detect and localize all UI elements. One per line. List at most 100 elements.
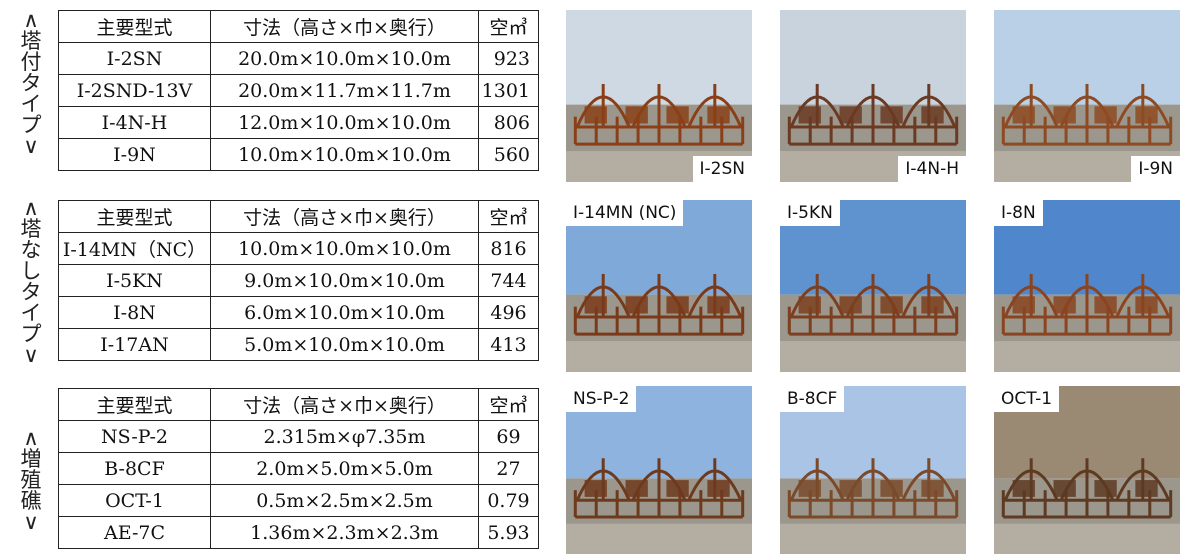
photo-label: I-14MN (NC) <box>566 200 684 226</box>
cell-dims: 5.0m×10.0m×10.0m <box>210 328 479 361</box>
cell-model: I-4N-H <box>58 106 211 139</box>
cell-model: I-5KN <box>58 264 211 297</box>
cell-model: I-14MN（NC） <box>58 232 211 265</box>
header-model: 主要型式 <box>58 10 211 43</box>
side-char: 付 <box>20 50 42 74</box>
table-row: I-2SND-13V 20.0m×11.7m×11.7m 1301 <box>58 74 539 107</box>
header-volume: 空㎥ <box>478 388 539 421</box>
spec-table: 主要型式 寸法（高さ×巾×奥行） 空㎥ NS-P-2 2.315m×φ7.35m… <box>58 388 539 549</box>
cell-model: I-17AN <box>58 328 211 361</box>
photo-reef: I-9N <box>994 10 1180 182</box>
cell-dims: 2.315m×φ7.35m <box>210 420 479 453</box>
cell-model: I-2SN <box>58 42 211 75</box>
reef-structure-image <box>566 10 752 182</box>
table-row: I-9N 10.0m×10.0m×10.0m 560 <box>58 138 539 171</box>
side-char: し <box>20 259 42 283</box>
reef-structure-image <box>780 200 966 372</box>
table-row: I-5KN 9.0m×10.0m×10.0m 744 <box>58 264 539 297</box>
side-char: 増 <box>20 447 42 471</box>
side-char: ∨ <box>23 343 39 367</box>
cell-dims: 0.5m×2.5m×2.5m <box>210 484 479 517</box>
table-row: I-4N-H 12.0m×10.0m×10.0m 806 <box>58 106 539 139</box>
cell-dims: 9.0m×10.0m×10.0m <box>210 264 479 297</box>
cell-volume: 27 <box>478 452 539 485</box>
photo-reef: I-14MN (NC) <box>566 200 752 372</box>
side-label: ∧ 塔 付 タ イ プ ∨ <box>10 10 52 157</box>
side-char: タ <box>20 71 42 95</box>
table-header-row: 主要型式 寸法（高さ×巾×奥行） 空㎥ <box>58 10 539 43</box>
photo-label: I-5KN <box>780 200 840 226</box>
photo-label: I-4N-H <box>898 156 966 182</box>
cell-volume: 0.79 <box>478 484 539 517</box>
cell-dims: 6.0m×10.0m×10.0m <box>210 296 479 329</box>
cell-volume: 5.93 <box>478 516 539 549</box>
cell-model: I-9N <box>58 138 211 171</box>
side-char: イ <box>20 92 42 116</box>
header-model: 主要型式 <box>58 200 211 233</box>
cell-model: I-2SND-13V <box>58 74 211 107</box>
cell-model: AE-7C <box>58 516 211 549</box>
header-volume: 空㎥ <box>478 200 539 233</box>
table-row: I-14MN（NC） 10.0m×10.0m×10.0m 816 <box>58 232 539 265</box>
photo-label: I-2SN <box>692 156 752 182</box>
reef-structure-image <box>566 386 752 554</box>
header-model: 主要型式 <box>58 388 211 421</box>
photo-label: NS-P-2 <box>566 386 637 412</box>
header-dims: 寸法（高さ×巾×奥行） <box>210 388 479 421</box>
reef-structure-image <box>994 200 1180 372</box>
photo-label: I-9N <box>1131 156 1180 182</box>
spec-table: 主要型式 寸法（高さ×巾×奥行） 空㎥ I-14MN（NC） 10.0m×10.… <box>58 200 539 361</box>
cell-dims: 20.0m×10.0m×10.0m <box>210 42 479 75</box>
cell-model: B-8CF <box>58 452 211 485</box>
cell-volume: 806 <box>478 106 539 139</box>
side-char: イ <box>20 301 42 325</box>
cell-volume: 496 <box>478 296 539 329</box>
table-row: I-2SN 20.0m×10.0m×10.0m 923 <box>58 42 539 75</box>
side-char: 塔 <box>20 29 42 53</box>
cell-volume: 1301 <box>478 74 539 107</box>
side-char: ∧ <box>23 426 39 450</box>
section-towerless-type: ∧ 塔 な し タ イ プ ∨ 主要型式 寸法（高さ×巾×奥行） 空㎥ I-14… <box>0 186 1202 372</box>
cell-volume: 413 <box>478 328 539 361</box>
side-char: プ <box>20 113 42 137</box>
side-char: 礁 <box>20 489 42 513</box>
photo-reef: I-8N <box>994 200 1180 372</box>
table-row: AE-7C 1.36m×2.3m×2.3m 5.93 <box>58 516 539 549</box>
photo-label: OCT-1 <box>994 386 1060 412</box>
side-label: ∧ 塔 な し タ イ プ ∨ <box>10 198 52 366</box>
side-char: ∧ <box>23 8 39 32</box>
photo-label: B-8CF <box>780 386 845 412</box>
header-volume: 空㎥ <box>478 10 539 43</box>
table-header-row: 主要型式 寸法（高さ×巾×奥行） 空㎥ <box>58 200 539 233</box>
cell-dims: 20.0m×11.7m×11.7m <box>210 74 479 107</box>
side-char: ∧ <box>23 196 39 220</box>
cell-volume: 923 <box>478 42 539 75</box>
side-label: ∧ 増 殖 礁 ∨ <box>10 428 52 533</box>
header-dims: 寸法（高さ×巾×奥行） <box>210 200 479 233</box>
table-row: I-8N 6.0m×10.0m×10.0m 496 <box>58 296 539 329</box>
photo-reef: I-5KN <box>780 200 966 372</box>
table-row: NS-P-2 2.315m×φ7.35m 69 <box>58 420 539 453</box>
cell-volume: 816 <box>478 232 539 265</box>
section-propagation-reef: ∧ 増 殖 礁 ∨ 主要型式 寸法（高さ×巾×奥行） 空㎥ NS-P-2 2.3… <box>0 372 1202 556</box>
cell-dims: 10.0m×10.0m×10.0m <box>210 232 479 265</box>
cell-dims: 1.36m×2.3m×2.3m <box>210 516 479 549</box>
cell-model: OCT-1 <box>58 484 211 517</box>
cell-model: NS-P-2 <box>58 420 211 453</box>
side-char: 殖 <box>20 468 42 492</box>
side-char: タ <box>20 280 42 304</box>
photo-reef: I-2SN <box>566 10 752 182</box>
cell-volume: 744 <box>478 264 539 297</box>
photo-label: I-8N <box>994 200 1043 226</box>
cell-volume: 69 <box>478 420 539 453</box>
side-char: ∨ <box>23 134 39 158</box>
side-char: 塔 <box>20 217 42 241</box>
side-char: ∨ <box>23 510 39 534</box>
spec-table: 主要型式 寸法（高さ×巾×奥行） 空㎥ I-2SN 20.0m×10.0m×10… <box>58 10 539 171</box>
side-char: な <box>20 238 42 262</box>
table-row: I-17AN 5.0m×10.0m×10.0m 413 <box>58 328 539 361</box>
photo-reef: I-4N-H <box>780 10 966 182</box>
table-row: B-8CF 2.0m×5.0m×5.0m 27 <box>58 452 539 485</box>
reef-structure-image <box>994 386 1180 554</box>
cell-volume: 560 <box>478 138 539 171</box>
